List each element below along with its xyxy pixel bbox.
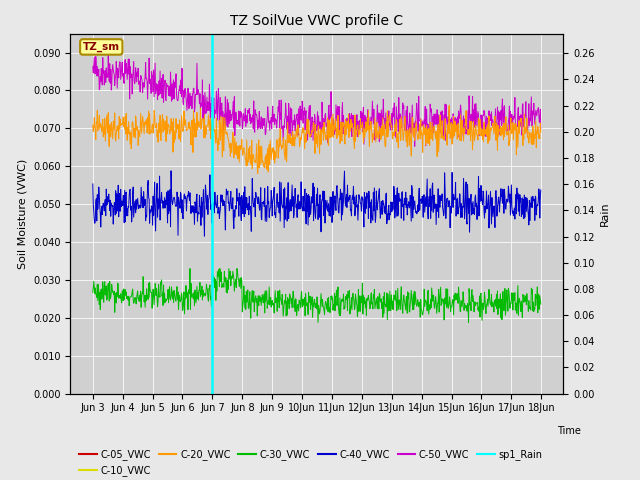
Y-axis label: Rain: Rain <box>600 201 610 226</box>
Title: TZ SoilVue VWC profile C: TZ SoilVue VWC profile C <box>230 14 403 28</box>
Text: Time: Time <box>557 426 580 436</box>
Y-axis label: Soil Moisture (VWC): Soil Moisture (VWC) <box>17 158 28 269</box>
Text: TZ_sm: TZ_sm <box>83 42 120 52</box>
Legend: C-05_VWC, C-10_VWC, C-20_VWC, C-30_VWC, C-40_VWC, C-50_VWC, sp1_Rain: C-05_VWC, C-10_VWC, C-20_VWC, C-30_VWC, … <box>76 445 547 480</box>
